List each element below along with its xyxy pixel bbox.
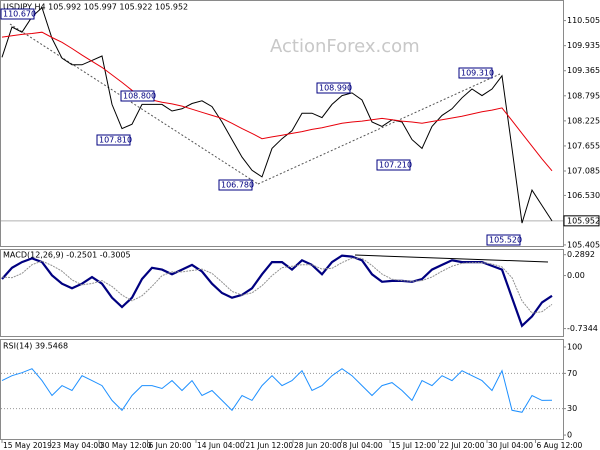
y-tick-label: -0.7344 (567, 324, 598, 333)
annotation-box (376, 159, 411, 171)
annotation-box (120, 90, 155, 102)
x-tick-label: 28 Jun 20:00 (294, 441, 342, 450)
series-line (1, 254, 553, 328)
y-tick-label: 30 (567, 404, 577, 413)
y-tick-label: 109.935 (567, 41, 600, 50)
rsi-title: RSI(14) 39.5468 (3, 342, 68, 351)
chart-title: USDJPY,H4 105.992 105.997 105.922 105.95… (3, 3, 188, 12)
annotation: 107.810 (99, 136, 132, 145)
macd-trend-line (354, 254, 549, 263)
x-tick-label: 6 Aug 12:00 (537, 441, 583, 450)
series-line (1, 31, 553, 172)
rsi-panel (0, 339, 564, 440)
y-tick-label: 0.2892 (567, 250, 595, 259)
last-price-label: 105.952 (567, 216, 600, 225)
annotation-box (0, 8, 35, 20)
macd-title: MACD(12,26,9) -0.2501 -0.3005 (3, 251, 131, 260)
macd-panel (0, 249, 564, 337)
annotation: 108.990 (319, 84, 352, 93)
x-tick-label: 15 May 2019 (3, 441, 52, 450)
y-tick-label: 109.365 (567, 66, 600, 75)
trend-line (257, 73, 501, 185)
annotation-box (96, 134, 131, 146)
last-price-box (563, 215, 600, 227)
y-tick-label: 108.225 (567, 116, 600, 125)
annotation-box (316, 82, 351, 94)
annotation: 106.780 (221, 181, 254, 190)
annotation: 108.800 (123, 92, 156, 101)
y-tick-label: 100 (567, 342, 582, 351)
x-tick-label: 22 Jul 20:00 (440, 441, 485, 450)
y-tick-label: 105.405 (567, 240, 600, 249)
annotation: 110.670 (3, 10, 36, 19)
y-tick-label: 107.655 (567, 141, 600, 150)
x-tick-label: 30 May 12:00 (100, 441, 152, 450)
y-tick-label: 106.530 (567, 191, 600, 200)
series-line (1, 257, 553, 314)
annotation-box (458, 67, 493, 79)
x-tick-label: 15 Jul 12:00 (391, 441, 436, 450)
y-tick-label: 0 (567, 431, 572, 440)
series-line (1, 6, 553, 224)
annotation: 109.310 (461, 69, 494, 78)
y-tick-label: 108.795 (567, 91, 600, 100)
annotation: 107.210 (379, 161, 412, 170)
y-tick-label: 70 (567, 369, 577, 378)
annotation: 105.520 (489, 236, 522, 245)
series-line (1, 368, 553, 413)
x-tick-label: 6 Jun 20:00 (149, 441, 192, 450)
y-tick-label: 107.085 (567, 167, 600, 176)
y-tick-label: 110.505 (567, 16, 600, 25)
watermark: ActionForex.com (270, 36, 420, 57)
annotation-box (486, 234, 521, 246)
x-tick-label: 30 Jul 04:00 (488, 441, 533, 450)
annotation-box (218, 179, 253, 191)
x-tick-label: 23 May 04:00 (52, 441, 104, 450)
x-tick-label: 8 Jul 04:00 (343, 441, 383, 450)
x-tick-label: 14 Jun 04:00 (197, 441, 245, 450)
y-tick-label: 0.00 (567, 271, 585, 280)
price-panel (0, 0, 564, 247)
x-tick-label: 21 Jun 12:00 (246, 441, 294, 450)
trend-line (9, 23, 259, 185)
